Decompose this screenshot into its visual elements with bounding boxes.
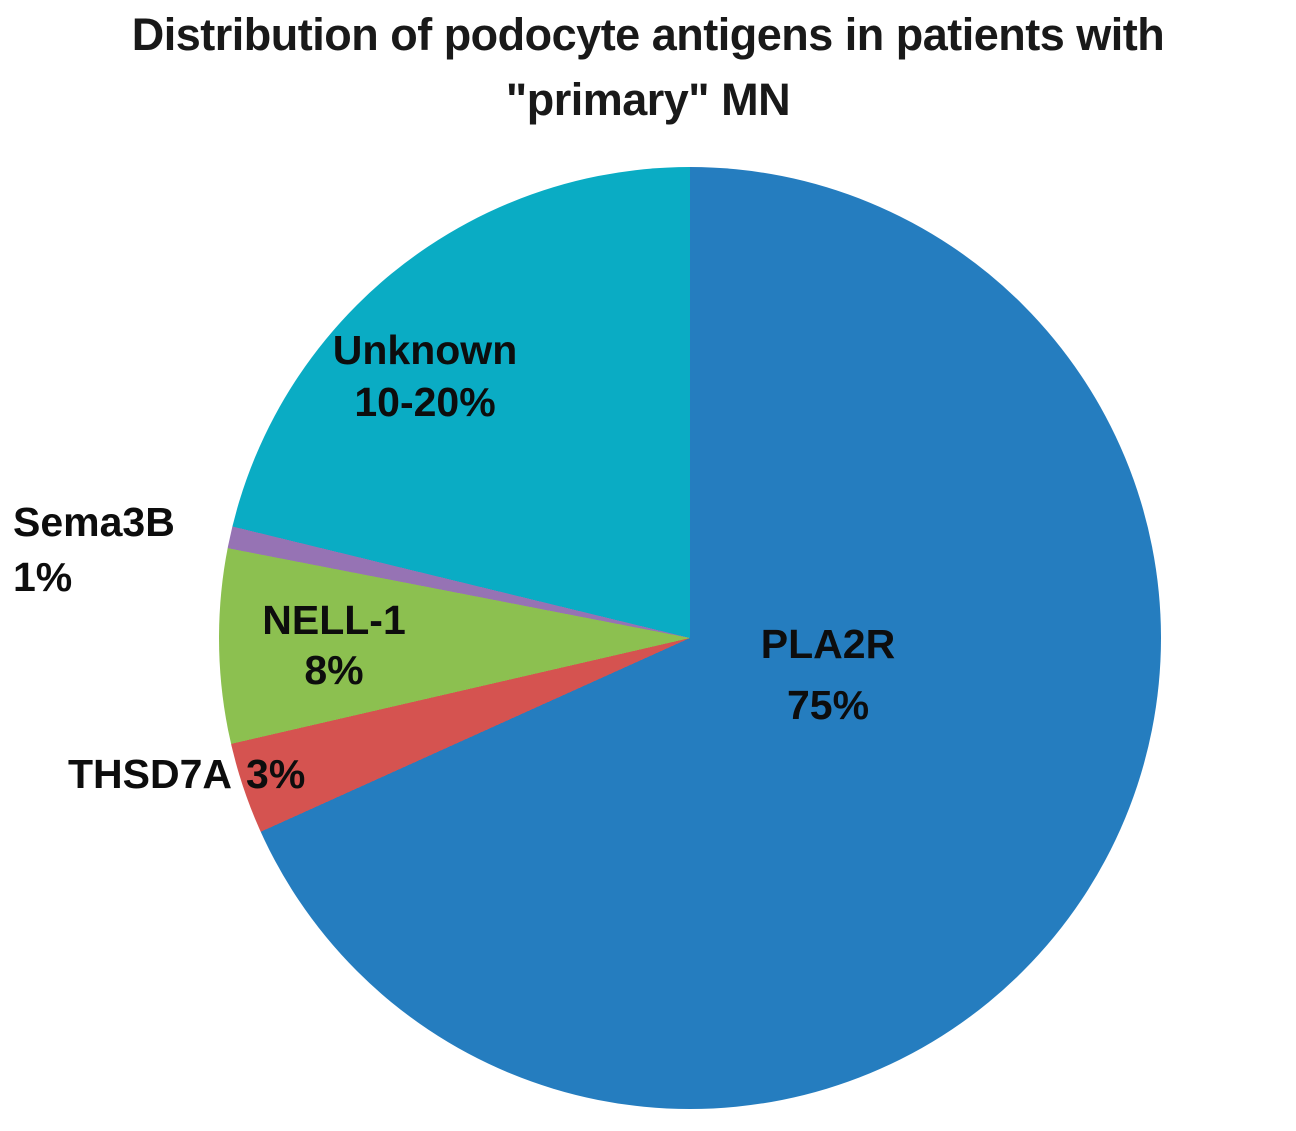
slice-value-nell1: 8% xyxy=(304,647,364,693)
slice-value-pla2r: 75% xyxy=(786,682,870,728)
slice-value-unknown: 10-20% xyxy=(354,379,496,425)
slice-name-pla2r: PLA2R xyxy=(760,621,896,667)
slice-value-thsd7a: 3% xyxy=(246,751,306,797)
pie-circle xyxy=(219,167,1161,1109)
slice-name-sema3b: Sema3B xyxy=(13,499,175,545)
slice-name-thsd7a: THSD7A xyxy=(68,751,233,797)
slice-label-unknown: Unknown 10-20% xyxy=(333,324,517,428)
slice-label-sema3b: Sema3B 1% xyxy=(13,495,175,605)
slice-name-unknown: Unknown xyxy=(332,327,518,373)
slice-value-sema3b: 1% xyxy=(13,554,73,600)
chart-title-line1: Distribution of podocyte antigens in pat… xyxy=(131,9,1165,60)
slice-label-pla2r: PLA2R 75% xyxy=(761,614,895,736)
slice-label-thsd7a: THSD7A 3% xyxy=(68,751,305,797)
slice-label-nell1: NELL-1 8% xyxy=(262,595,406,695)
slice-name-nell1: NELL-1 xyxy=(262,597,406,643)
chart-title-line2: "primary" MN xyxy=(505,74,791,125)
chart-title: Distribution of podocyte antigens in pat… xyxy=(0,2,1296,132)
